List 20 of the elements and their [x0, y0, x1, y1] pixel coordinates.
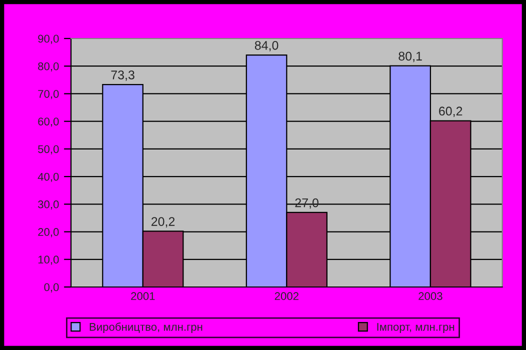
- y-tick-label: 20,0: [38, 228, 59, 238]
- x-tick-label: 2003: [418, 292, 442, 300]
- y-tick-label: 40,0: [38, 172, 59, 182]
- data-label: 84,0: [254, 40, 278, 52]
- data-label: 20,2: [151, 217, 175, 228]
- data-label: 80,1: [398, 52, 422, 62]
- legend-label: Виробництво, млн.грн: [90, 322, 202, 333]
- y-tick-label: 80,0: [38, 62, 59, 72]
- y-tick-label: 70,0: [38, 90, 59, 100]
- data-label: 60,2: [439, 106, 462, 118]
- y-tick-label: 0,0: [44, 283, 59, 292]
- y-tick-label: 10,0: [38, 256, 59, 265]
- data-label: 73,3: [111, 70, 134, 81]
- y-tick-label: 30,0: [38, 200, 59, 210]
- x-tick-label: 2001: [131, 292, 155, 300]
- x-tick-label: 2002: [274, 292, 298, 300]
- legend-label: Імпорт, млн.грн: [377, 323, 454, 333]
- y-tick-label: 60,0: [38, 118, 59, 127]
- y-tick-label: 90,0: [38, 34, 59, 44]
- y-tick-label: 50,0: [38, 145, 59, 154]
